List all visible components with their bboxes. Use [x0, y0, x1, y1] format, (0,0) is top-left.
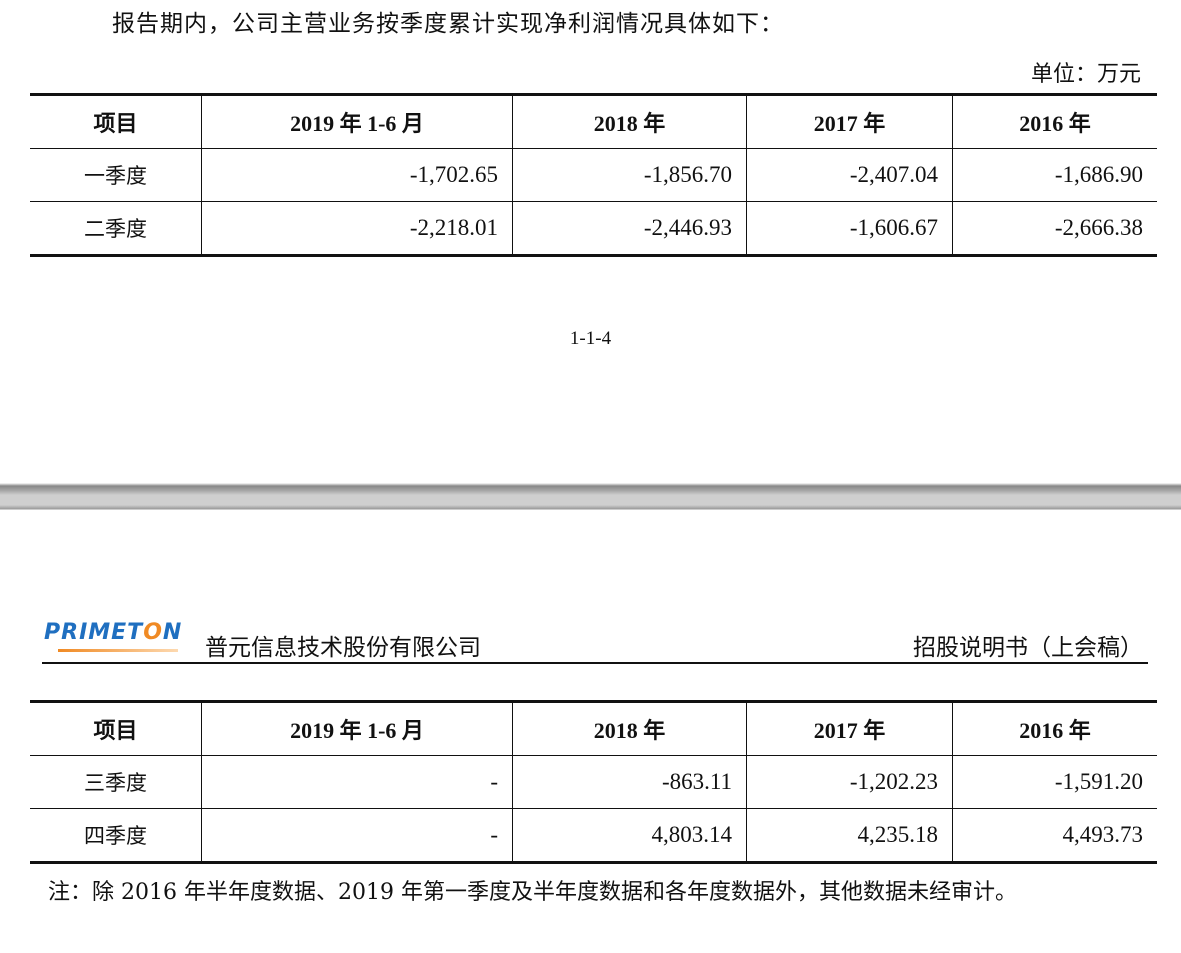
table-row: 三季度 - -863.11 -1,202.23 -1,591.20: [30, 755, 1157, 809]
column-header: 2017 年: [746, 700, 953, 756]
header-rule: [42, 662, 1148, 664]
row-label: 四季度: [30, 808, 202, 864]
table-cell: -2,666.38: [952, 201, 1157, 257]
table-cell: -1,591.20: [952, 755, 1157, 809]
table-cell: -: [201, 808, 513, 864]
table-cell: -2,218.01: [201, 201, 513, 257]
row-label: 三季度: [30, 755, 202, 809]
column-header: 2019 年 1-6 月: [201, 700, 513, 756]
table-cell: -1,686.90: [952, 148, 1157, 202]
table-cell: -863.11: [512, 755, 747, 809]
company-name: 普元信息技术股份有限公司: [205, 635, 481, 661]
page-number: 1-1-4: [569, 328, 612, 349]
table-cell: -1,856.70: [512, 148, 747, 202]
row-label: 一季度: [30, 148, 202, 202]
table-cell: -1,606.67: [746, 201, 953, 257]
document-title: 招股说明书（上会稿）: [913, 635, 1143, 661]
table-row: 一季度 -1,702.65 -1,856.70 -2,407.04 -1,686…: [30, 148, 1157, 202]
unit-label: 单位：万元: [1030, 62, 1141, 87]
column-header: 2016 年: [952, 700, 1157, 756]
table-header-row: 项目 2019 年 1-6 月 2018 年 2017 年 2016 年: [30, 700, 1157, 756]
intro-text: 报告期内，公司主营业务按季度累计实现净利润情况具体如下：: [112, 11, 784, 37]
quarterly-profit-table-2: 项目 2019 年 1-6 月 2018 年 2017 年 2016 年 三季度…: [30, 700, 1157, 864]
table-cell: 4,493.73: [952, 808, 1157, 864]
table-cell: 4,803.14: [512, 808, 747, 864]
table-row: 四季度 - 4,803.14 4,235.18 4,493.73: [30, 808, 1157, 864]
table-cell: -2,446.93: [512, 201, 747, 257]
table-cell: -1,702.65: [201, 148, 513, 202]
row-label: 二季度: [30, 201, 202, 257]
column-header: 项目: [30, 93, 202, 149]
table-cell: 4,235.18: [746, 808, 953, 864]
column-header: 2018 年: [512, 700, 747, 756]
quarterly-profit-table-1: 项目 2019 年 1-6 月 2018 年 2017 年 2016 年 一季度…: [30, 93, 1157, 257]
page-separator: [0, 483, 1181, 510]
column-header: 项目: [30, 700, 202, 756]
table-cell: -1,202.23: [746, 755, 953, 809]
column-header: 2017 年: [746, 93, 953, 149]
table-header-row: 项目 2019 年 1-6 月 2018 年 2017 年 2016 年: [30, 93, 1157, 149]
column-header: 2019 年 1-6 月: [201, 93, 513, 149]
column-header: 2018 年: [512, 93, 747, 149]
table-cell: -: [201, 755, 513, 809]
primeton-logo: PRIMETON: [44, 620, 182, 652]
footnote: 注：除 2016 年半年度数据、2019 年第一季度及半年度数据和各年度数据外，…: [48, 880, 1017, 905]
column-header: 2016 年: [952, 93, 1157, 149]
table-row: 二季度 -2,218.01 -2,446.93 -1,606.67 -2,666…: [30, 201, 1157, 257]
table-cell: -2,407.04: [746, 148, 953, 202]
